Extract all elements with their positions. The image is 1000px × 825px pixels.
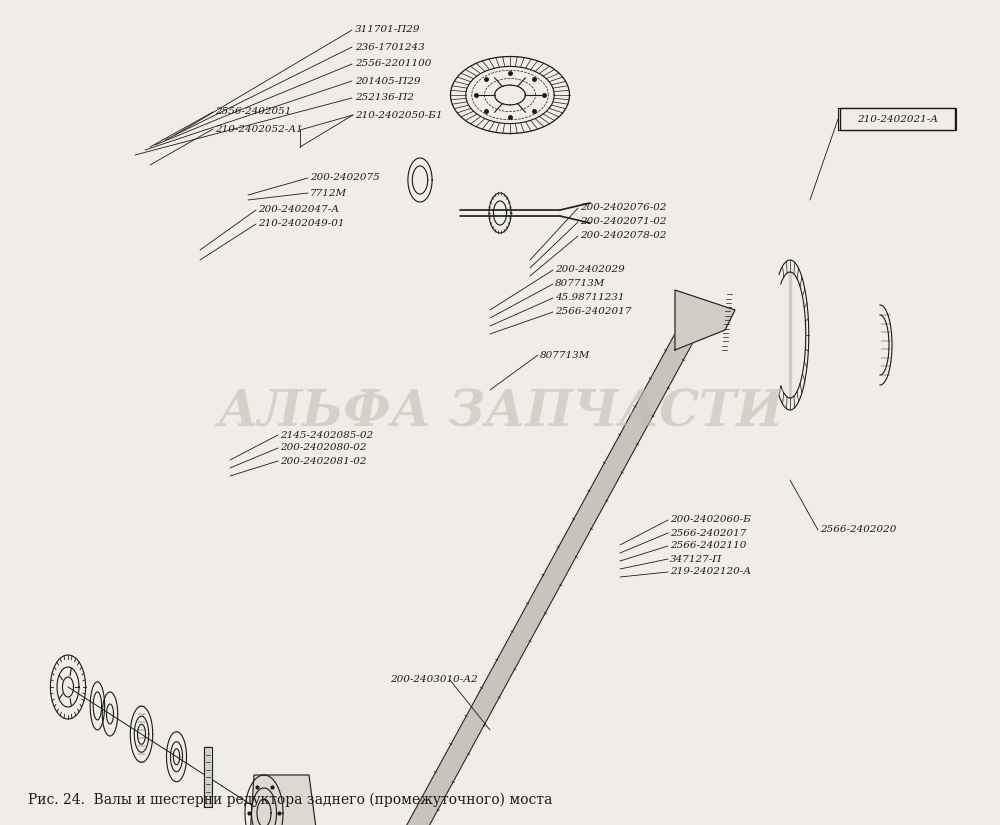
Text: 347127-П: 347127-П	[670, 554, 722, 563]
Text: 210-2402049-01: 210-2402049-01	[258, 219, 344, 229]
Text: 807713М: 807713М	[540, 351, 590, 360]
Text: 7712М: 7712М	[310, 188, 347, 197]
Text: 210-2402052-А1: 210-2402052-А1	[215, 125, 303, 134]
Polygon shape	[204, 747, 212, 807]
Text: 210-2402021-А: 210-2402021-А	[857, 115, 938, 124]
Text: 2566-2402017: 2566-2402017	[670, 529, 746, 538]
Text: АЛЬФА ЗАПЧАСТИ: АЛЬФА ЗАПЧАСТИ	[217, 389, 783, 437]
Text: 252136-П2: 252136-П2	[355, 93, 414, 102]
Text: 311701-П29: 311701-П29	[355, 26, 420, 35]
Text: 2556-2201100: 2556-2201100	[355, 59, 431, 68]
Polygon shape	[249, 775, 319, 825]
Text: 2566-2402020: 2566-2402020	[820, 526, 896, 535]
Text: 200-2402047-А: 200-2402047-А	[258, 205, 339, 215]
Text: 200-2402078-02: 200-2402078-02	[580, 232, 666, 241]
Text: 236-1701243: 236-1701243	[355, 43, 425, 51]
Text: 200-2402075: 200-2402075	[310, 173, 380, 182]
Polygon shape	[374, 323, 699, 825]
Text: 807713М: 807713М	[555, 280, 605, 289]
Polygon shape	[675, 290, 735, 350]
Polygon shape	[789, 272, 791, 398]
Text: 200-2402071-02: 200-2402071-02	[580, 218, 666, 227]
Text: 200-2402060-Б: 200-2402060-Б	[670, 516, 751, 525]
Text: 200-2403010-А2: 200-2403010-А2	[390, 676, 478, 685]
Text: 210-2402050-Б1: 210-2402050-Б1	[355, 111, 442, 120]
Text: 200-2402029: 200-2402029	[555, 266, 625, 275]
Text: 219-2402120-А: 219-2402120-А	[670, 568, 751, 577]
Text: 2566-2402017: 2566-2402017	[555, 308, 631, 317]
Text: 200-2402076-02: 200-2402076-02	[580, 204, 666, 213]
Text: 201405-П29: 201405-П29	[355, 77, 420, 86]
Text: 200-2402080-02: 200-2402080-02	[280, 444, 366, 452]
Bar	[840, 108, 955, 130]
Text: Рис. 24.  Валы и шестерни редуктора заднего (промежуточного) моста: Рис. 24. Валы и шестерни редуктора задне…	[28, 793, 552, 807]
Text: 2145-2402085-02: 2145-2402085-02	[280, 431, 373, 440]
Text: 2566-2402110: 2566-2402110	[670, 541, 746, 550]
Text: 200-2402081-02: 200-2402081-02	[280, 456, 366, 465]
Text: 45.98711231: 45.98711231	[555, 294, 624, 303]
Text: 2556-2402051: 2556-2402051	[215, 107, 291, 116]
